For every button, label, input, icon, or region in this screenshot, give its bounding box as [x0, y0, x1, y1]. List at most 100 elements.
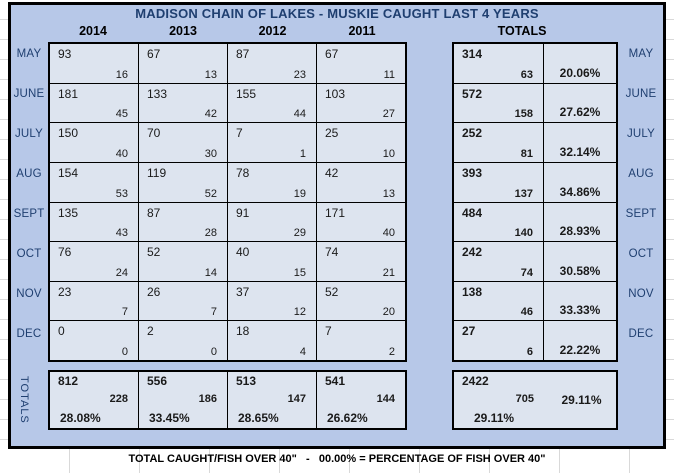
cell-nov-2013[interactable]: 26 7	[139, 281, 227, 321]
caught-value: 76	[58, 245, 72, 260]
total-over40-value: 158	[514, 108, 533, 121]
cell-nov-2014[interactable]: 23 7	[50, 281, 138, 321]
pct-cell-nov[interactable]: 33.33%	[544, 281, 616, 321]
year-total-caught: 812	[58, 374, 79, 388]
over40-value: 40	[115, 147, 128, 160]
total-cell-nov[interactable]: 138 46	[454, 281, 543, 321]
over40-value: 43	[115, 227, 128, 240]
pct-over40-value: 32.14%	[559, 144, 601, 159]
total-cell-june[interactable]: 572 158	[454, 83, 543, 123]
over40-value: 7	[121, 306, 128, 319]
cell-june-2011[interactable]: 103 27	[317, 83, 405, 123]
over40-value: 28	[204, 227, 217, 240]
caught-value: 7	[236, 126, 243, 141]
total-cell-sept[interactable]: 484 140	[454, 202, 543, 242]
totals-row-label-vertical: TOTALS	[18, 376, 30, 424]
over40-value: 0	[121, 346, 128, 358]
caught-value: 150	[58, 126, 79, 141]
cell-aug-2013[interactable]: 119 52	[139, 162, 227, 202]
total-cell-july[interactable]: 252 81	[454, 123, 543, 162]
caught-value: 0	[58, 324, 65, 339]
cell-oct-2014[interactable]: 76 24	[50, 242, 138, 281]
cell-sept-2014[interactable]: 135 43	[50, 202, 138, 242]
pct-cell-sept[interactable]: 28.93%	[544, 202, 616, 242]
cell-june-2013[interactable]: 133 42	[139, 83, 227, 123]
caught-value: 155	[236, 86, 257, 101]
over40-value: 2	[388, 346, 395, 358]
cell-july-2014[interactable]: 150 40	[50, 123, 138, 162]
cell-june-2014[interactable]: 181 45	[50, 83, 138, 123]
sheet-gridlines-bottom	[0, 449, 674, 473]
pct-over40-value: 22.22%	[559, 343, 601, 357]
column-header-2011: 2011	[348, 24, 376, 38]
caught-value: 154	[58, 165, 79, 180]
row-label-aug: AUG	[16, 168, 42, 180]
year-total-cell-2012[interactable]: 513 147 28.65%	[228, 372, 316, 428]
row-label-july: JULY	[14, 128, 44, 140]
cell-dec-2012[interactable]: 18 4	[228, 321, 316, 360]
pct-over40-value: 20.06%	[559, 65, 601, 80]
caught-value: 87	[236, 47, 250, 61]
caught-value: 26	[147, 284, 161, 299]
over40-value: 29	[293, 227, 306, 240]
caught-value: 37	[236, 284, 250, 299]
cell-sept-2013[interactable]: 87 28	[139, 202, 227, 242]
caught-value: 87	[147, 205, 161, 220]
pct-over40-value: 27.62%	[559, 105, 601, 120]
cell-sept-2011[interactable]: 171 40	[317, 202, 405, 242]
pct-cell-dec[interactable]: 22.22%	[544, 321, 616, 360]
cell-aug-2011[interactable]: 42 13	[317, 162, 405, 202]
caught-value: 181	[58, 86, 79, 101]
year-total-cell-2013[interactable]: 556 186 33.45%	[139, 372, 227, 428]
year-total-caught: 513	[236, 374, 257, 388]
row-label-may: MAY	[16, 48, 42, 60]
caught-value: 93	[58, 47, 72, 61]
year-total-cell-2011[interactable]: 541 144 26.62%	[317, 372, 405, 428]
cell-july-2013[interactable]: 70 30	[139, 123, 227, 162]
year-total-over40: 144	[376, 393, 395, 405]
column-header-2013: 2013	[169, 24, 197, 38]
cell-aug-2014[interactable]: 154 53	[50, 162, 138, 202]
total-cell-may[interactable]: 314 63	[454, 44, 543, 83]
year-total-caught: 556	[147, 374, 168, 388]
cell-may-2013[interactable]: 67 13	[139, 44, 227, 83]
year-total-cell-2014[interactable]: 812 228 28.08%	[50, 372, 138, 428]
cell-may-2012[interactable]: 87 23	[228, 44, 316, 83]
over40-value: 16	[115, 68, 128, 81]
pct-cell-oct[interactable]: 30.58%	[544, 242, 616, 281]
grand-total-cell[interactable]: 2422 705 29.11% 29.11%	[454, 372, 616, 428]
cell-july-2011[interactable]: 25 10	[317, 123, 405, 162]
pct-cell-june[interactable]: 27.62%	[544, 83, 616, 123]
cell-nov-2012[interactable]: 37 12	[228, 281, 316, 321]
over40-value: 10	[382, 147, 395, 160]
total-cell-aug[interactable]: 393 137	[454, 162, 543, 202]
over40-value: 7	[210, 306, 217, 319]
cell-oct-2012[interactable]: 40 15	[228, 242, 316, 281]
cell-nov-2011[interactable]: 52 20	[317, 281, 405, 321]
pct-cell-aug[interactable]: 34.86%	[544, 162, 616, 202]
total-cell-oct[interactable]: 242 74	[454, 242, 543, 281]
cell-aug-2012[interactable]: 78 19	[228, 162, 316, 202]
month-labels-right: MAY JUNE JULY AUG SEPT OCT NOV DEC	[620, 42, 662, 362]
cell-may-2011[interactable]: 67 11	[317, 44, 405, 83]
total-caught-value: 484	[462, 205, 483, 220]
caught-value: 23	[58, 284, 72, 299]
cell-may-2014[interactable]: 93 16	[50, 44, 138, 83]
caught-value: 133	[147, 86, 168, 101]
caught-value: 40	[236, 245, 250, 260]
total-cell-dec[interactable]: 27 6	[454, 321, 543, 360]
pct-cell-july[interactable]: 32.14%	[544, 123, 616, 162]
cell-oct-2013[interactable]: 52 14	[139, 242, 227, 281]
row-label-june: JUNE	[13, 88, 45, 100]
pct-cell-may[interactable]: 20.06%	[544, 44, 616, 83]
caught-value: 42	[325, 165, 339, 180]
row-label-sept: SEPT	[625, 208, 657, 220]
over40-value: 44	[293, 108, 306, 121]
cell-june-2012[interactable]: 155 44	[228, 83, 316, 123]
cell-sept-2012[interactable]: 91 29	[228, 202, 316, 242]
cell-oct-2011[interactable]: 74 21	[317, 242, 405, 281]
